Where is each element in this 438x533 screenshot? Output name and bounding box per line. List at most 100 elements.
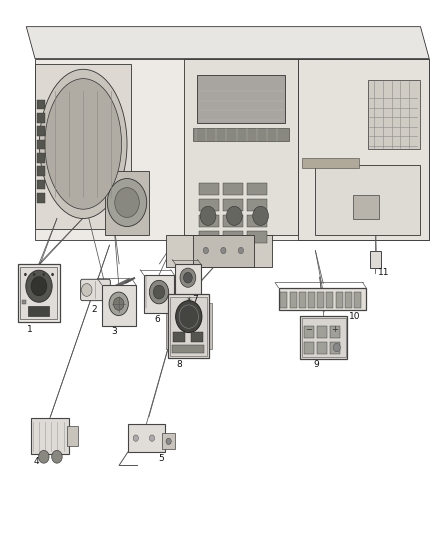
Circle shape	[24, 273, 27, 276]
Text: 1: 1	[27, 326, 33, 334]
Bar	[20, 267, 57, 319]
Bar	[175, 264, 201, 296]
Bar	[173, 332, 185, 342]
Circle shape	[39, 450, 49, 463]
Text: +: +	[332, 326, 339, 334]
Text: 2: 2	[91, 305, 96, 313]
Bar	[300, 316, 347, 359]
Ellipse shape	[39, 69, 127, 219]
Bar	[37, 180, 45, 189]
Bar	[304, 342, 314, 354]
Bar	[279, 288, 366, 310]
Bar	[354, 292, 361, 308]
Circle shape	[33, 273, 35, 276]
Text: 8: 8	[177, 360, 183, 368]
Circle shape	[42, 273, 45, 276]
Bar	[326, 292, 333, 308]
Circle shape	[52, 450, 62, 463]
Circle shape	[115, 188, 139, 217]
Bar	[199, 199, 219, 211]
Bar	[330, 326, 340, 338]
Text: ☀: ☀	[186, 297, 192, 304]
Circle shape	[107, 179, 147, 227]
Polygon shape	[193, 235, 254, 266]
Bar	[162, 433, 175, 449]
Bar	[166, 303, 170, 349]
Circle shape	[253, 206, 268, 225]
Bar	[330, 342, 340, 354]
Circle shape	[26, 270, 52, 302]
Bar	[199, 215, 219, 227]
Circle shape	[176, 301, 202, 333]
Circle shape	[203, 247, 208, 254]
Bar	[37, 113, 45, 123]
Bar	[37, 126, 45, 136]
Circle shape	[333, 343, 340, 352]
Bar	[223, 231, 243, 243]
Polygon shape	[35, 64, 131, 229]
Polygon shape	[35, 59, 429, 240]
Bar	[302, 158, 359, 168]
Bar	[299, 292, 306, 308]
Bar	[280, 292, 287, 308]
Bar	[317, 292, 324, 308]
Bar	[308, 292, 315, 308]
Bar	[353, 195, 379, 219]
Bar	[18, 264, 60, 322]
Circle shape	[81, 284, 92, 296]
Polygon shape	[26, 27, 429, 59]
Polygon shape	[166, 235, 272, 266]
Text: 3: 3	[111, 327, 117, 336]
Bar	[290, 292, 297, 308]
Bar	[208, 303, 212, 349]
Circle shape	[153, 285, 165, 299]
Text: 5: 5	[158, 454, 164, 463]
Bar	[172, 345, 204, 353]
Bar	[168, 294, 209, 358]
Bar	[223, 215, 243, 227]
Text: 10: 10	[349, 312, 360, 321]
Text: 4: 4	[33, 457, 39, 465]
Bar	[317, 342, 327, 354]
Bar	[336, 292, 343, 308]
Circle shape	[226, 206, 242, 225]
Bar	[199, 231, 219, 243]
Circle shape	[200, 206, 216, 225]
Bar	[315, 165, 420, 235]
Text: 7: 7	[192, 295, 198, 304]
Circle shape	[221, 247, 226, 254]
Bar	[247, 183, 267, 195]
Bar	[37, 153, 45, 163]
Bar	[144, 275, 174, 313]
Bar	[128, 424, 165, 452]
Ellipse shape	[45, 78, 121, 209]
Bar	[170, 297, 207, 356]
Bar	[67, 426, 78, 446]
Text: −: −	[305, 326, 312, 334]
Bar	[247, 215, 267, 227]
Bar	[345, 292, 352, 308]
Bar	[370, 251, 381, 268]
Circle shape	[184, 272, 192, 283]
Circle shape	[113, 297, 124, 310]
Text: 9: 9	[313, 360, 319, 369]
Bar	[37, 140, 45, 149]
Circle shape	[109, 292, 128, 316]
Bar	[304, 326, 314, 338]
Bar	[247, 231, 267, 243]
Circle shape	[51, 273, 54, 276]
Bar	[191, 332, 203, 342]
Polygon shape	[298, 59, 429, 240]
Circle shape	[180, 268, 196, 287]
Bar	[223, 199, 243, 211]
Circle shape	[238, 247, 244, 254]
FancyBboxPatch shape	[81, 279, 110, 301]
Bar	[193, 128, 289, 141]
Bar	[28, 306, 49, 316]
Bar	[102, 285, 136, 326]
Bar	[37, 193, 45, 203]
Bar	[199, 183, 219, 195]
Text: 11: 11	[378, 269, 389, 277]
Bar	[22, 300, 26, 304]
Text: 6: 6	[154, 316, 160, 324]
